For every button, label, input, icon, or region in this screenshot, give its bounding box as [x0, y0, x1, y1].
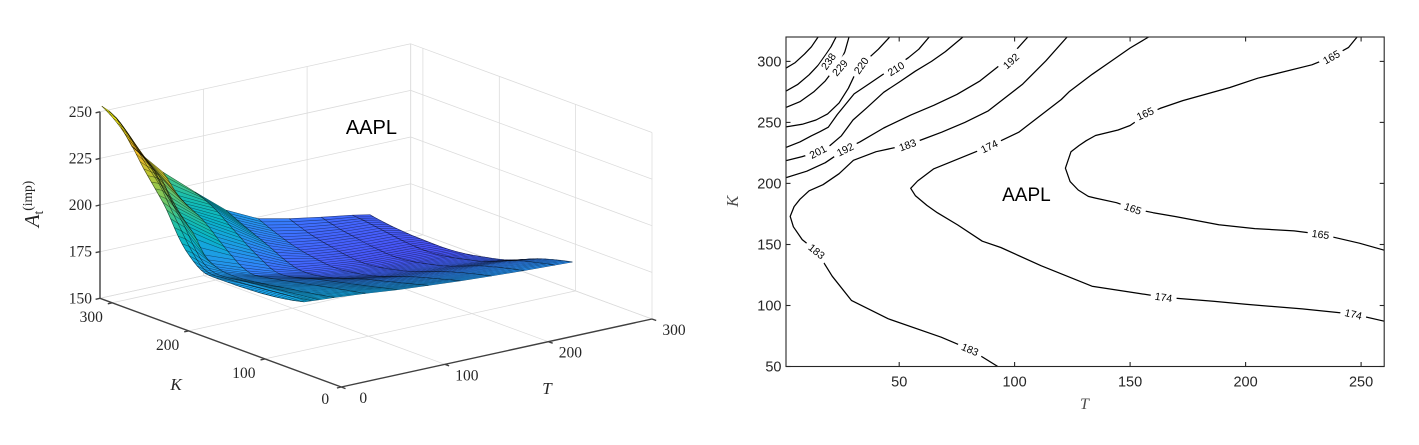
svg-text:200: 200 — [559, 345, 583, 362]
svg-text:250: 250 — [1349, 375, 1373, 391]
svg-text:150: 150 — [69, 290, 93, 307]
svg-text:300: 300 — [662, 322, 686, 339]
svg-text:200: 200 — [69, 197, 93, 214]
svg-text:T: T — [542, 379, 553, 398]
svg-text:200: 200 — [156, 337, 180, 354]
svg-text:250: 250 — [69, 104, 93, 121]
svg-text:174: 174 — [1343, 307, 1363, 323]
svg-text:165: 165 — [1122, 201, 1143, 218]
svg-text:100: 100 — [232, 365, 256, 382]
svg-text:150: 150 — [757, 238, 781, 254]
svg-text:150: 150 — [1118, 375, 1142, 391]
svg-text:At(imp): At(imp) — [20, 181, 46, 230]
svg-text:225: 225 — [69, 150, 93, 167]
svg-text:0: 0 — [321, 391, 329, 408]
svg-text:174: 174 — [1154, 291, 1173, 306]
svg-text:175: 175 — [69, 244, 93, 261]
svg-text:K: K — [723, 194, 742, 208]
svg-text:250: 250 — [757, 115, 781, 131]
svg-text:300: 300 — [757, 54, 781, 70]
svg-text:50: 50 — [765, 360, 781, 376]
svg-text:AAPL: AAPL — [346, 117, 397, 139]
svg-text:50: 50 — [891, 375, 907, 391]
svg-text:200: 200 — [757, 176, 781, 192]
svg-text:300: 300 — [80, 309, 104, 326]
svg-text:K: K — [169, 375, 183, 394]
svg-text:100: 100 — [1002, 375, 1026, 391]
svg-text:100: 100 — [757, 299, 781, 315]
svg-text:183: 183 — [897, 137, 918, 154]
svg-text:100: 100 — [455, 367, 479, 384]
svg-text:AAPL: AAPL — [1002, 185, 1051, 206]
svg-text:0: 0 — [359, 390, 367, 407]
svg-text:T: T — [1080, 396, 1090, 413]
svg-text:200: 200 — [1233, 375, 1257, 391]
svg-text:165: 165 — [1311, 228, 1330, 242]
